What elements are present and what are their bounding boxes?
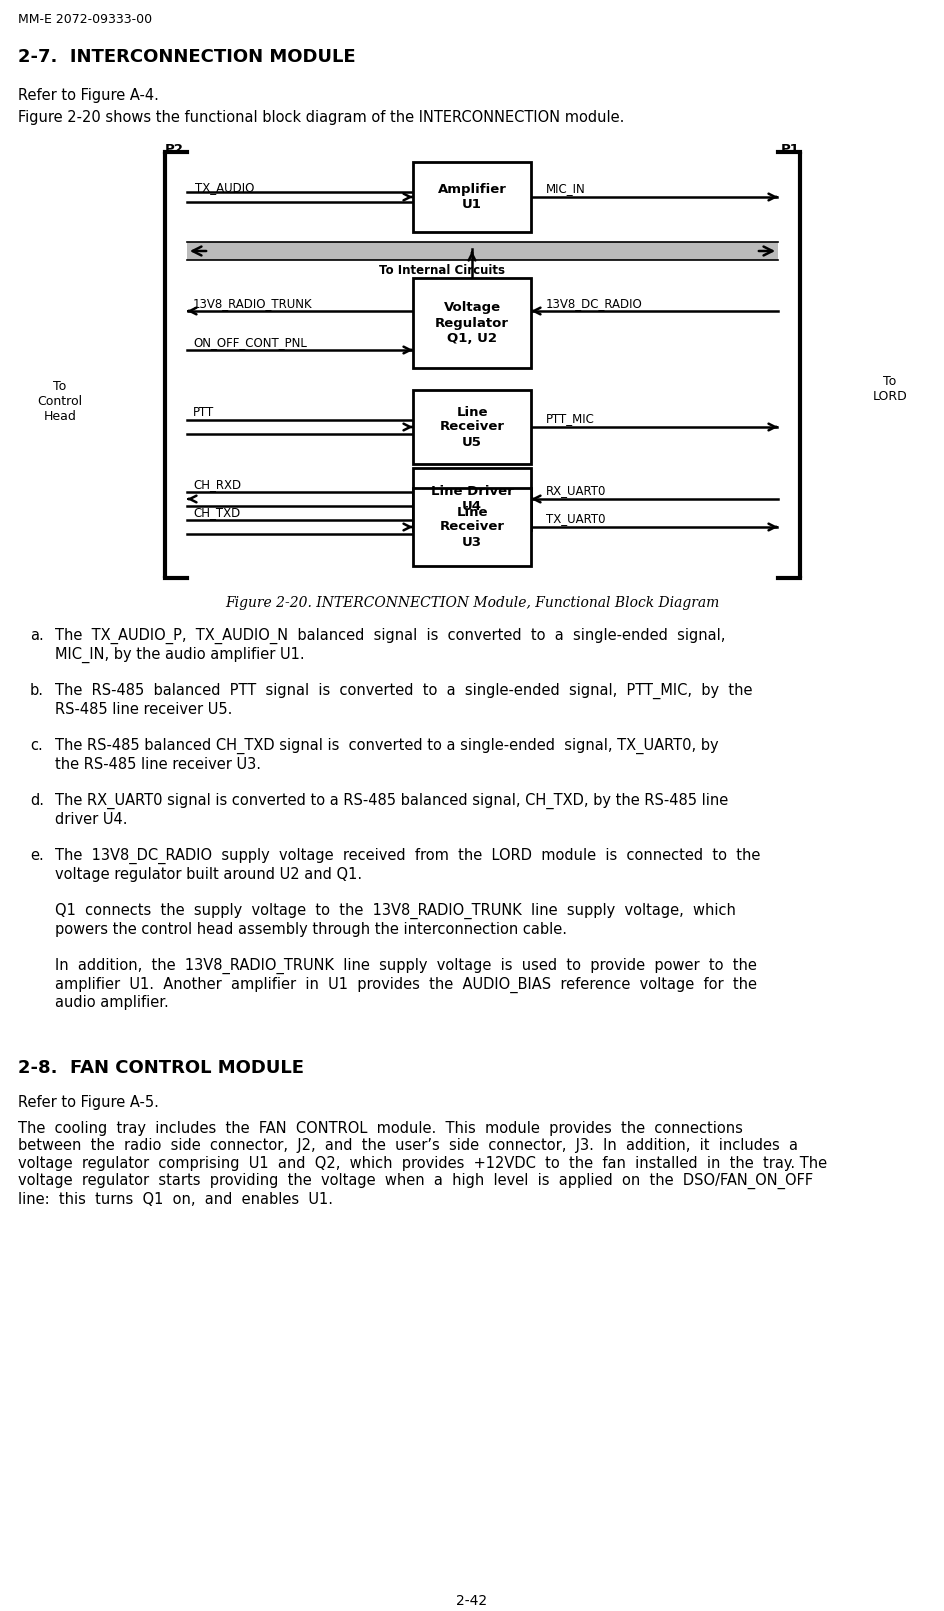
Text: RX_UART0: RX_UART0 xyxy=(546,483,606,498)
Text: c.: c. xyxy=(30,738,42,752)
Text: Figure 2-20. INTERCONNECTION Module, Functional Block Diagram: Figure 2-20. INTERCONNECTION Module, Fun… xyxy=(225,596,719,611)
Text: 2-7.  INTERCONNECTION MODULE: 2-7. INTERCONNECTION MODULE xyxy=(18,48,356,66)
Text: Figure 2-20 shows the functional block diagram of the INTERCONNECTION module.: Figure 2-20 shows the functional block d… xyxy=(18,110,624,126)
Bar xyxy=(413,279,531,367)
Text: Voltage
Regulator
Q1, U2: Voltage Regulator Q1, U2 xyxy=(435,301,509,345)
Text: Line
Receiver
U3: Line Receiver U3 xyxy=(440,506,504,548)
Text: The RX_UART0 signal is converted to a RS-485 balanced signal, CH_TXD, by the RS-: The RX_UART0 signal is converted to a RS… xyxy=(55,793,728,826)
Text: MIC_IN: MIC_IN xyxy=(546,182,585,195)
Bar xyxy=(413,469,531,530)
Text: The  13V8_DC_RADIO  supply  voltage  received  from  the  LORD  module  is  conn: The 13V8_DC_RADIO supply voltage receive… xyxy=(55,847,760,881)
Text: 13V8_RADIO_TRUNK: 13V8_RADIO_TRUNK xyxy=(193,296,312,309)
Text: The  TX_AUDIO_P,  TX_AUDIO_N  balanced  signal  is  converted  to  a  single-end: The TX_AUDIO_P, TX_AUDIO_N balanced sign… xyxy=(55,628,725,662)
Text: PTT: PTT xyxy=(193,406,214,419)
Text: TX_AUDIO: TX_AUDIO xyxy=(195,180,254,193)
Text: 2-8.  FAN CONTROL MODULE: 2-8. FAN CONTROL MODULE xyxy=(18,1058,304,1078)
Text: e.: e. xyxy=(30,847,43,863)
Text: P1: P1 xyxy=(781,143,800,156)
Bar xyxy=(413,163,531,232)
Text: MM-E 2072-09333-00: MM-E 2072-09333-00 xyxy=(18,13,152,26)
Text: d.: d. xyxy=(30,793,44,809)
Text: a.: a. xyxy=(30,628,43,643)
Text: TX_UART0: TX_UART0 xyxy=(546,512,605,525)
Text: P2: P2 xyxy=(165,143,184,156)
Bar xyxy=(413,488,531,565)
Text: Refer to Figure A-4.: Refer to Figure A-4. xyxy=(18,89,159,103)
Text: ON_OFF_CONT_PNL: ON_OFF_CONT_PNL xyxy=(193,337,307,350)
Text: Q1  connects  the  supply  voltage  to  the  13V8_RADIO_TRUNK  line  supply  vol: Q1 connects the supply voltage to the 13… xyxy=(55,904,736,936)
Text: PTT_MIC: PTT_MIC xyxy=(546,412,595,425)
Text: b.: b. xyxy=(30,683,44,698)
Bar xyxy=(187,242,778,259)
Text: To
LORD: To LORD xyxy=(872,375,907,403)
Text: 2-42: 2-42 xyxy=(457,1593,487,1608)
Text: The RS-485 balanced CH_TXD signal is  converted to a single-ended  signal, TX_UA: The RS-485 balanced CH_TXD signal is con… xyxy=(55,738,718,772)
Text: Line Driver
U4: Line Driver U4 xyxy=(430,485,514,512)
Text: In  addition,  the  13V8_RADIO_TRUNK  line  supply  voltage  is  used  to  provi: In addition, the 13V8_RADIO_TRUNK line s… xyxy=(55,959,757,1010)
Text: The  cooling  tray  includes  the  FAN  CONTROL  module.  This  module  provides: The cooling tray includes the FAN CONTRO… xyxy=(18,1121,827,1207)
Text: Amplifier
U1: Amplifier U1 xyxy=(438,184,506,211)
Text: 13V8_DC_RADIO: 13V8_DC_RADIO xyxy=(546,296,643,309)
Bar xyxy=(413,390,531,464)
Text: To
Control
Head: To Control Head xyxy=(38,380,82,424)
Text: To Internal Circuits: To Internal Circuits xyxy=(379,264,505,277)
Text: Refer to Figure A-5.: Refer to Figure A-5. xyxy=(18,1095,159,1110)
Text: The  RS-485  balanced  PTT  signal  is  converted  to  a  single-ended  signal, : The RS-485 balanced PTT signal is conver… xyxy=(55,683,752,717)
Text: Line
Receiver
U5: Line Receiver U5 xyxy=(440,406,504,448)
Text: CH_TXD: CH_TXD xyxy=(193,506,241,519)
Text: CH_RXD: CH_RXD xyxy=(193,478,241,491)
